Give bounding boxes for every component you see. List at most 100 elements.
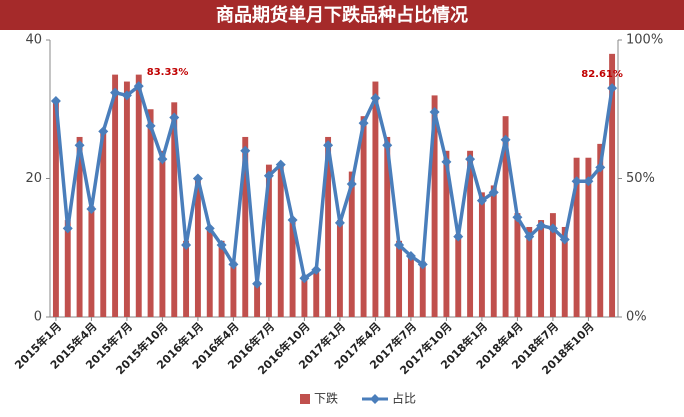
legend-swatch [370,394,380,404]
legend-label: 占比 [392,391,416,406]
marker [417,259,428,270]
bar [254,282,261,317]
bar [301,275,308,317]
bar [478,192,485,317]
bar [135,74,142,317]
marker [571,176,582,187]
marker [240,145,251,156]
bar [183,240,190,317]
bar [526,226,533,317]
marker [86,203,97,214]
bar [407,254,414,317]
bar [194,178,201,317]
marker [263,170,274,181]
bar [88,206,95,317]
marker [465,154,476,165]
marker [62,223,73,234]
bar [348,171,355,317]
y-tick-label: 20 [25,171,42,186]
marker [169,112,180,123]
data-label: 83.33% [147,67,189,78]
bar [112,74,119,317]
marker [216,239,227,250]
bar [277,164,284,317]
bar [549,213,556,317]
bar [573,157,580,317]
bar [100,130,107,317]
bar [159,150,166,317]
marker [323,140,334,151]
marker [524,231,535,242]
marker [595,162,606,173]
marker [453,231,464,242]
marker [228,259,239,270]
marker [145,120,156,131]
marker [204,223,215,234]
bar [325,136,332,317]
data-label: 82.61% [581,69,623,80]
marker [74,140,85,151]
marker [607,83,618,94]
bar [123,81,130,317]
bar [230,261,237,317]
marker [98,126,109,137]
bar [289,220,296,317]
bar [76,136,83,317]
marker [429,107,440,118]
marker [181,239,192,250]
marker [358,118,369,129]
y-tick-label: 0 [34,310,42,325]
marker [299,273,310,284]
bar [218,240,225,317]
bar [265,164,272,317]
bar [313,268,320,317]
marker [133,81,144,92]
marker [50,95,61,106]
bar [467,150,474,317]
marker [583,176,594,187]
marker [370,93,381,104]
y-tick-label: 40 [25,33,42,48]
bar [514,213,521,317]
marker [157,154,168,165]
bar [609,53,616,317]
marker [405,251,416,262]
marker [559,234,570,245]
bar [64,220,71,317]
bar [52,102,59,317]
marker [192,173,203,184]
bar [431,95,438,318]
marker [287,215,298,226]
marker [110,87,121,98]
marker [536,220,547,231]
bar [396,240,403,317]
marker [500,134,511,145]
marker [252,278,263,289]
chart-title: 商品期货单月下跌品种占比情况 [216,4,468,26]
bar [206,226,213,317]
marker [476,195,487,206]
bar [561,226,568,317]
marker [334,217,345,228]
bar [360,116,367,317]
marker [346,179,357,190]
bar [443,150,450,317]
title-bar [0,0,684,30]
marker [488,187,499,198]
marker [394,239,405,250]
marker [121,90,132,101]
marker [547,223,558,234]
marker [311,264,322,275]
bar [597,143,604,317]
line [54,83,614,284]
bar [147,109,154,317]
bar [419,261,426,317]
y2-tick-label: 0% [626,310,647,325]
marker [382,140,393,151]
bar [242,136,249,317]
bar [455,233,462,317]
bar [372,81,379,317]
legend-swatch [300,394,310,404]
bar [490,185,497,317]
